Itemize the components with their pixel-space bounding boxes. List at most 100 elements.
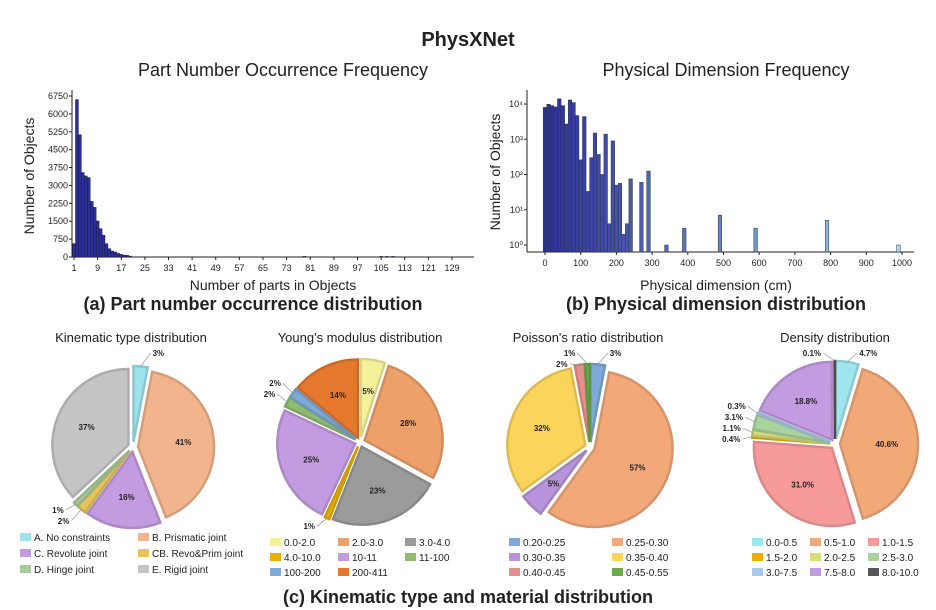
- pie-slice: [51, 367, 130, 499]
- legend-swatch: [612, 553, 623, 561]
- y-axis-label: Number of Objects: [487, 114, 503, 231]
- legend-label: D. Hinge joint: [34, 565, 94, 576]
- histogram-bar: [391, 256, 395, 258]
- slice-label: 37%: [79, 423, 95, 432]
- histogram-bar: [607, 223, 612, 253]
- histogram-bar: [78, 134, 82, 258]
- histogram-bar: [625, 223, 630, 253]
- legend-swatch: [612, 568, 623, 576]
- histogram-bar: [578, 159, 583, 253]
- histogram-bar: [639, 182, 644, 253]
- histogram-bar: [617, 183, 623, 253]
- y-tick-label: 5250: [48, 127, 68, 137]
- slice-label: 5%: [362, 387, 374, 396]
- leader-line: [822, 352, 835, 362]
- histogram-bar: [646, 170, 651, 253]
- x-tick-label: 17: [116, 263, 126, 273]
- x-tick-label: 97: [352, 263, 362, 273]
- y-tick-label: 3750: [48, 163, 68, 173]
- leader-line: [277, 393, 288, 403]
- y-tick-label: 10⁰: [509, 240, 523, 250]
- x-tick-label: 600: [752, 258, 767, 268]
- slice-label: 25%: [303, 456, 319, 465]
- slice-label: 41%: [175, 438, 191, 447]
- x-tick-label: 57: [234, 263, 244, 273]
- slice-label: 3.1%: [725, 413, 743, 422]
- pie-slice: [296, 358, 360, 441]
- leader-line: [316, 517, 328, 527]
- chart-b-caption: (b) Physical dimension distribution: [566, 294, 866, 314]
- pie-slice: [506, 367, 587, 493]
- legend-swatch: [868, 568, 879, 576]
- slice-label: 18.8%: [795, 397, 818, 406]
- histogram-bar: [75, 99, 79, 258]
- x-tick-label: 300: [645, 258, 660, 268]
- histogram-bar: [379, 256, 383, 258]
- legend-label: 4.0-10.0: [284, 553, 321, 564]
- legend-label: 0.45-0.55: [626, 568, 669, 579]
- y-tick-label: 6750: [48, 91, 68, 101]
- legend-label: A. No constraints: [34, 533, 110, 544]
- histogram-bar: [553, 106, 558, 253]
- legend-label: 2.0-3.0: [352, 538, 384, 549]
- leader-line: [597, 352, 609, 365]
- pie-slice: [85, 449, 162, 530]
- slice-label: 3%: [610, 349, 622, 358]
- histogram-bar: [546, 104, 551, 253]
- x-tick-label: 1: [71, 263, 76, 273]
- histogram-bar: [628, 178, 633, 253]
- histogram-bar: [575, 115, 580, 253]
- histogram-bar: [128, 255, 132, 258]
- pie-slice: [758, 360, 834, 442]
- histogram-bar: [98, 228, 103, 258]
- legend-swatch: [612, 538, 623, 546]
- legend-label: 100-200: [284, 568, 321, 579]
- x-tick-label: 121: [421, 263, 436, 273]
- slice-label: 1%: [564, 349, 576, 358]
- legend-label: E. Rigid joint: [152, 565, 208, 576]
- slice-label: 40.6%: [875, 440, 898, 449]
- y-tick-label: 10¹: [510, 205, 523, 215]
- slice-label: 32%: [534, 424, 550, 433]
- histogram-bar: [92, 207, 97, 258]
- legend-label: 7.5-8.0: [824, 568, 856, 579]
- pie-title: Poisson's ratio distribution: [513, 330, 664, 345]
- legend-label: 0.25-0.30: [626, 538, 669, 549]
- legend-swatch: [338, 553, 349, 561]
- x-tick-label: 700: [787, 258, 802, 268]
- caption-c: (c) Kinematic type and material distribu…: [283, 587, 653, 607]
- histogram-bar: [560, 105, 565, 253]
- leader-line: [65, 503, 76, 511]
- legend-label: 0.20-0.25: [523, 538, 566, 549]
- x-tick-label: 89: [329, 263, 339, 273]
- slice-label: 4.7%: [859, 349, 877, 358]
- histogram-bar: [582, 116, 587, 253]
- slice-label: 0.3%: [728, 402, 746, 411]
- legend-label: 1.5-2.0: [766, 553, 798, 564]
- legend-label: 11-100: [419, 553, 450, 564]
- leader-line: [747, 405, 758, 414]
- y-tick-label: 6000: [48, 109, 68, 119]
- leader-line: [71, 509, 82, 521]
- legend-label: 2.0-2.5: [824, 553, 856, 564]
- legend-swatch: [810, 538, 821, 546]
- legend-label: 3.0-4.0: [419, 538, 451, 549]
- legend-swatch: [138, 533, 149, 541]
- histogram-bar: [564, 123, 569, 253]
- legend-swatch: [509, 538, 520, 546]
- x-tick-label: 33: [163, 263, 173, 273]
- legend-swatch: [20, 549, 31, 557]
- legend-label: 2.5-3.0: [882, 553, 914, 564]
- legend-swatch: [810, 553, 821, 561]
- histogram-bar: [90, 201, 94, 258]
- x-tick-label: 113: [398, 263, 412, 273]
- y-tick-label: 3000: [48, 180, 68, 190]
- y-tick-label: 10²: [510, 170, 523, 180]
- legend-label: B. Prismatic joint: [152, 533, 227, 544]
- x-tick-label: 200: [609, 258, 624, 268]
- leader-line: [577, 352, 588, 365]
- x-tick-label: 73: [282, 263, 292, 273]
- chart-a-title: Part Number Occurrence Frequency: [138, 60, 428, 80]
- slice-label: 16%: [119, 493, 135, 502]
